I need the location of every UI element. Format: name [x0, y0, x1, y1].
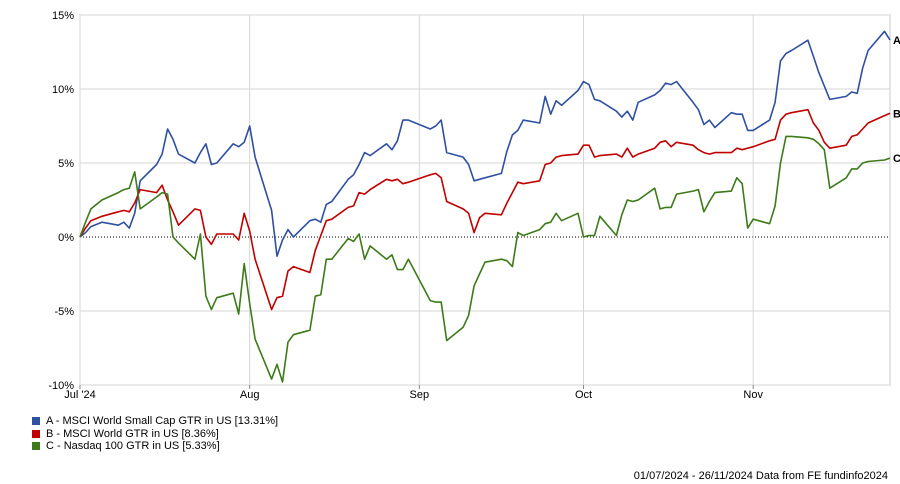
legend: A - MSCI World Small Cap GTR in US [13.3…: [32, 415, 278, 453]
y-tick-label: 0%: [58, 232, 74, 244]
legend-item-b[interactable]: B - MSCI World GTR in US [8.36%]: [32, 428, 278, 441]
legend-swatch-c: [32, 442, 40, 451]
legend-label-b: B - MSCI World GTR in US [8.36%]: [46, 427, 219, 440]
legend-item-a[interactable]: A - MSCI World Small Cap GTR in US [13.3…: [32, 415, 278, 428]
series-line-b: [79, 108, 891, 311]
legend-item-c[interactable]: C - Nasdaq 100 GTR in US [5.33%]: [32, 440, 278, 453]
y-tick-label: -5%: [54, 306, 74, 318]
series-end-labels: A B C: [893, 35, 900, 165]
y-tick-label: 15%: [52, 10, 74, 22]
series-lines: [79, 30, 891, 383]
series-end-label-c: C: [893, 153, 900, 165]
grid: [79, 14, 891, 389]
y-tick-label: 10%: [52, 84, 74, 96]
legend-swatch-b: [32, 429, 40, 438]
x-axis-labels: Jul '24 Aug Sep Oct Nov: [64, 389, 763, 401]
footer-source: 01/07/2024 - 26/11/2024 Data from FE fun…: [633, 470, 888, 482]
legend-label-a: A - MSCI World Small Cap GTR in US [13.3…: [46, 415, 279, 427]
x-tick-label: Aug: [240, 389, 260, 401]
series-line-a: [79, 30, 891, 258]
y-tick-label: 5%: [58, 158, 74, 170]
legend-label-c: C - Nasdaq 100 GTR in US [5.33%]: [46, 440, 220, 452]
series-end-label-b: B: [893, 108, 900, 120]
x-tick-label: Oct: [575, 389, 592, 401]
performance-chart: 15% 10% 5% 0% -5% -10% Jul '24 Aug Sep Oct Nov A B…: [48, 10, 900, 401]
series-end-label-a: A: [893, 35, 900, 47]
y-axis-labels: 15% 10% 5% 0% -5% -10%: [48, 10, 74, 392]
series-line-c: [79, 135, 891, 383]
x-tick-label: Nov: [743, 389, 763, 401]
x-tick-label: Jul '24: [64, 389, 95, 401]
y-tick-label: -10%: [48, 380, 74, 392]
plot-frame: [79, 14, 891, 386]
legend-swatch-a: [32, 417, 40, 426]
x-tick-label: Sep: [410, 389, 430, 401]
